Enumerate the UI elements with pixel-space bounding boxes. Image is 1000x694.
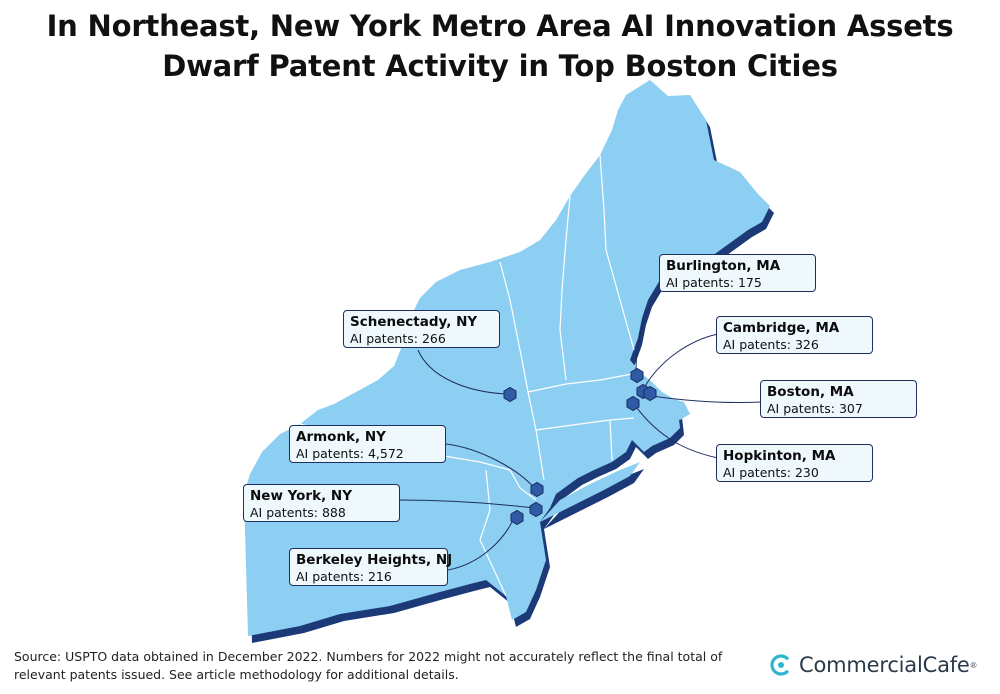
marker-berkeley[interactable] xyxy=(510,509,524,526)
leader-berkeley xyxy=(447,517,515,571)
callout-patents: AI patents: 216 xyxy=(296,569,441,585)
leader-hopkinton xyxy=(633,403,719,459)
region-cape-cod xyxy=(652,398,690,420)
commercialcafe-logo-icon xyxy=(770,654,792,676)
border-vt-nh xyxy=(559,195,571,381)
source-note: Source: USPTO data obtained in December … xyxy=(14,649,723,682)
border-ny-vt xyxy=(499,261,529,393)
title-line-2: Dwarf Patent Activity in Top Boston Citi… xyxy=(162,49,838,83)
callout-city: Burlington, MA xyxy=(666,258,781,274)
callout-city: Boston, MA xyxy=(767,384,854,400)
callout-boston[interactable]: Boston, MA AI patents: 307 xyxy=(760,380,917,418)
callout-patents: AI patents: 266 xyxy=(350,331,493,347)
callout-patents: AI patents: 4,572 xyxy=(296,446,439,462)
callout-patents-value: 266 xyxy=(421,331,446,346)
leader-armonk xyxy=(445,443,537,491)
border-ct-ri xyxy=(609,419,613,461)
callout-patents-value: 4,572 xyxy=(367,446,404,461)
callout-newyork[interactable]: New York, NY AI patents: 888 xyxy=(243,484,400,522)
border-pa-nj xyxy=(479,469,507,597)
leader-burlington xyxy=(635,289,663,373)
callout-city: Schenectady, NY xyxy=(350,314,478,330)
border-ma-south xyxy=(535,417,635,431)
marker-hopkinton[interactable] xyxy=(626,395,640,412)
marker-newyork[interactable] xyxy=(529,501,543,518)
marker-burlington[interactable] xyxy=(630,367,644,384)
callout-patents-label: AI patents: xyxy=(723,337,791,352)
markers xyxy=(503,367,657,526)
callout-city: Hopkinton, MA xyxy=(723,448,836,464)
callout-patents: AI patents: 888 xyxy=(250,505,393,521)
callout-hopkinton[interactable]: Hopkinton, MA AI patents: 230 xyxy=(716,444,873,482)
callout-city: Armonk, NY xyxy=(296,429,386,445)
callout-patents-label: AI patents: xyxy=(666,275,734,290)
title-line-1: In Northeast, New York Metro Area AI Inn… xyxy=(46,9,954,43)
callout-berkeley[interactable]: Berkeley Heights, NJ AI patents: 216 xyxy=(289,548,453,586)
leader-cambridge xyxy=(643,333,719,389)
callout-patents: AI patents: 175 xyxy=(666,275,809,291)
marker-armonk[interactable] xyxy=(530,481,544,498)
brand-registered-mark: ® xyxy=(970,660,977,670)
map-shadow-long-island xyxy=(544,469,644,529)
callout-patents: AI patents: 326 xyxy=(723,337,866,353)
leader-newyork xyxy=(399,499,535,509)
callout-patents-label: AI patents: xyxy=(296,446,364,461)
border-ma-north xyxy=(527,373,633,393)
callout-patents-value: 230 xyxy=(794,465,819,480)
brand-name: CommercialCafe xyxy=(799,653,970,677)
marker-boston[interactable] xyxy=(643,385,657,402)
callout-patents: AI patents: 230 xyxy=(723,465,866,481)
leader-schenectady xyxy=(417,349,507,395)
callout-burlington[interactable]: Burlington, MA AI patents: 175 xyxy=(659,254,816,292)
callout-patents-label: AI patents: xyxy=(296,569,364,584)
callout-schenectady[interactable]: Schenectady, NY AI patents: 266 xyxy=(343,310,500,348)
callout-patents-label: AI patents: xyxy=(250,505,318,520)
callout-patents: AI patents: 307 xyxy=(767,401,910,417)
callout-patents-label: AI patents: xyxy=(350,331,418,346)
callout-city: New York, NY xyxy=(250,488,352,504)
border-ny-nj xyxy=(509,469,537,501)
border-nh-me xyxy=(599,154,635,351)
callout-city: Cambridge, MA xyxy=(723,320,840,336)
callout-patents-label: AI patents: xyxy=(723,465,791,480)
callout-patents-value: 888 xyxy=(321,505,346,520)
leader-lines xyxy=(399,289,763,571)
callout-patents-value: 175 xyxy=(737,275,762,290)
brand-logo[interactable]: CommercialCafe ® xyxy=(769,650,977,680)
callout-cambridge[interactable]: Cambridge, MA AI patents: 326 xyxy=(716,316,873,354)
callout-city: Berkeley Heights, NJ xyxy=(296,552,453,568)
leader-boston xyxy=(651,395,763,404)
callout-patents-value: 216 xyxy=(367,569,392,584)
callout-patents-value: 326 xyxy=(794,337,819,352)
callout-patents-label: AI patents: xyxy=(767,401,835,416)
region-long-island xyxy=(540,462,640,522)
marker-schenectady[interactable] xyxy=(503,386,517,403)
chart-title: In Northeast, New York Metro Area AI Inn… xyxy=(0,6,1000,86)
callout-patents-value: 307 xyxy=(838,401,863,416)
border-ny-ct xyxy=(527,391,545,481)
callout-armonk[interactable]: Armonk, NY AI patents: 4,572 xyxy=(289,425,446,463)
